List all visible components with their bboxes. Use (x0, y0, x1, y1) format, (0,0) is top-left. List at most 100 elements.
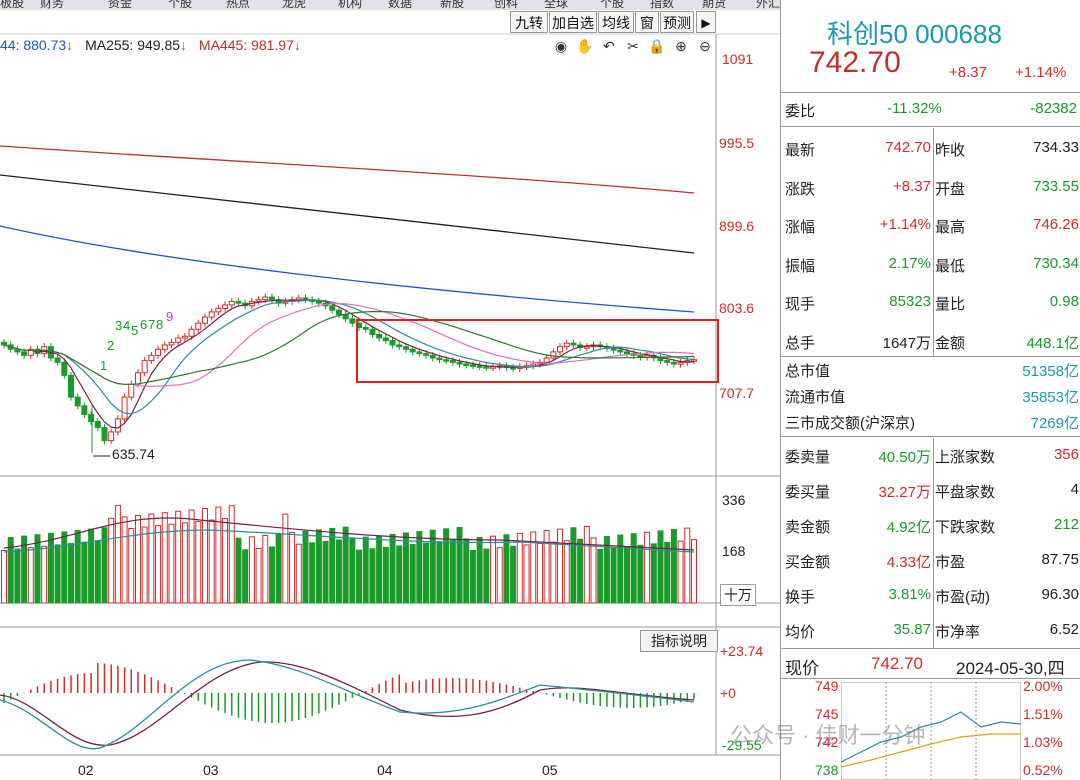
quote-field-label: 现手 (785, 296, 816, 313)
undo-icon[interactable]: ↶ (603, 38, 615, 54)
volume-bar (429, 529, 436, 604)
volume-ma-line (3, 517, 695, 551)
volume-bar (463, 538, 470, 604)
hand-icon[interactable]: ✋ (576, 38, 594, 54)
intraday-left-axis: 742 (815, 734, 839, 750)
candle-body (483, 366, 490, 369)
volume-bar (148, 513, 155, 604)
candle-body (409, 348, 416, 353)
price-axis-label: 803.6 (719, 300, 755, 316)
candle-body (208, 311, 215, 318)
ma144-label: 44: 880.73 (0, 37, 67, 53)
quote-row: 振幅 2.17% 最低 730.34 (781, 249, 1080, 279)
nine-turn-label: 1 (100, 358, 108, 373)
nav-item[interactable]: 期货 (702, 0, 727, 10)
ma144-line (0, 225, 695, 313)
stock-name-code: 科创50 000688 (827, 19, 1002, 49)
volume-bar (423, 542, 430, 604)
quote-price: 742.70 (809, 46, 901, 79)
quote-field-value: 87.75 (1041, 551, 1079, 568)
nav-item[interactable]: 全球 (544, 0, 569, 10)
nine-turn-label: 3 (115, 318, 123, 333)
intraday-chart[interactable] (841, 682, 1021, 780)
quote-field-label: 上涨家数 (935, 449, 996, 466)
candle-body (456, 361, 463, 365)
nav-item[interactable]: 龙虎 (282, 0, 307, 10)
nav-item[interactable]: 个股 (168, 0, 193, 10)
candle-body (148, 354, 155, 362)
volume-bar (382, 546, 389, 604)
nav-item[interactable]: 板股 (0, 0, 25, 10)
candle-body (94, 420, 101, 429)
lock-icon[interactable]: 🔒 (648, 38, 666, 54)
volume-bar (402, 532, 409, 604)
volume-bar (248, 536, 255, 604)
nav-item[interactable]: 财务 (40, 0, 65, 10)
macd-dea-line (0, 661, 695, 746)
candle-body (81, 405, 88, 416)
candle-body (201, 316, 208, 324)
quote-row: 现手 85323 量比 0.98 (781, 287, 1080, 317)
market-cap-value: 51358亿 (1022, 363, 1079, 380)
volume-bar (691, 539, 697, 604)
volume-bar (168, 523, 175, 604)
kline-chart[interactable] (0, 0, 780, 780)
volume-bar (543, 530, 550, 604)
price-axis-label: 995.5 (719, 135, 755, 151)
nav-item[interactable]: 创科 (494, 0, 519, 10)
intraday-right-axis: 2.00% (1023, 678, 1063, 694)
toolbar-button[interactable]: 加自选 (549, 11, 597, 33)
volume-bar (335, 539, 342, 604)
market-cap-label: 三市成交额(沪深京) (785, 415, 915, 432)
eye-icon[interactable]: ◉ (554, 38, 568, 54)
volume-bar (27, 547, 34, 604)
nav-item[interactable]: 资金 (108, 0, 133, 10)
toolbar-button[interactable]: 均线 (598, 11, 634, 33)
candle-body (295, 297, 302, 301)
expand-arrow-icon[interactable]: ▶ (696, 11, 716, 33)
weibi-value: -82382 (1030, 100, 1077, 117)
quote-field-value: +1.14% (879, 216, 931, 233)
scissors-icon[interactable]: ✂ (627, 38, 639, 54)
nav-item[interactable]: 指数 (650, 0, 675, 10)
volume-bar (121, 516, 128, 604)
nav-item[interactable]: 热点 (226, 0, 251, 10)
volume-bar (617, 534, 624, 604)
candle-body (610, 347, 617, 351)
candle-body (161, 344, 168, 350)
x-axis-label: 05 (542, 762, 558, 778)
ma255-line (0, 174, 695, 254)
ma445-arrow: ↓ (293, 37, 301, 53)
candle-body (402, 346, 409, 350)
nav-item[interactable]: 外汇 (756, 0, 780, 10)
zoom-out-icon[interactable]: ⊖ (699, 38, 711, 54)
quote-field-value: 742.70 (885, 139, 931, 156)
toolbar-button[interactable]: 九转 (510, 11, 548, 33)
market-cap-value: 7269亿 (1030, 415, 1079, 432)
quote-field-label: 委卖量 (785, 449, 831, 466)
quote-field-value: 356 (1053, 446, 1079, 463)
volume-axis-label: 336 (722, 492, 746, 508)
volume-bar (416, 531, 423, 604)
nav-item[interactable]: 机构 (338, 0, 363, 10)
volume-bar (483, 548, 490, 604)
indicator-help-button[interactable]: 指标说明 (640, 630, 718, 652)
volume-bar (536, 543, 543, 604)
quote-field-value: 746.26 (1033, 216, 1079, 233)
volume-ma-line (3, 529, 695, 553)
volume-bar (215, 506, 222, 604)
ma255-label: MA255: 949.85 (85, 37, 181, 53)
toolbar-button[interactable]: 预测 (660, 11, 694, 33)
ma445-line (0, 145, 695, 194)
nav-item[interactable]: 个股 (600, 0, 625, 10)
toolbar-button[interactable]: 窗 (635, 11, 659, 33)
candle-body (128, 383, 135, 398)
candle-body (563, 342, 570, 348)
nav-item[interactable]: 数据 (388, 0, 413, 10)
volume-bar (503, 534, 510, 604)
indicator-axis-label: -29.55 (722, 737, 762, 753)
volume-bar (275, 533, 282, 604)
quote-field-label: 买金额 (785, 554, 831, 571)
nav-item[interactable]: 新股 (440, 0, 465, 10)
zoom-in-icon[interactable]: ⊕ (675, 38, 687, 54)
